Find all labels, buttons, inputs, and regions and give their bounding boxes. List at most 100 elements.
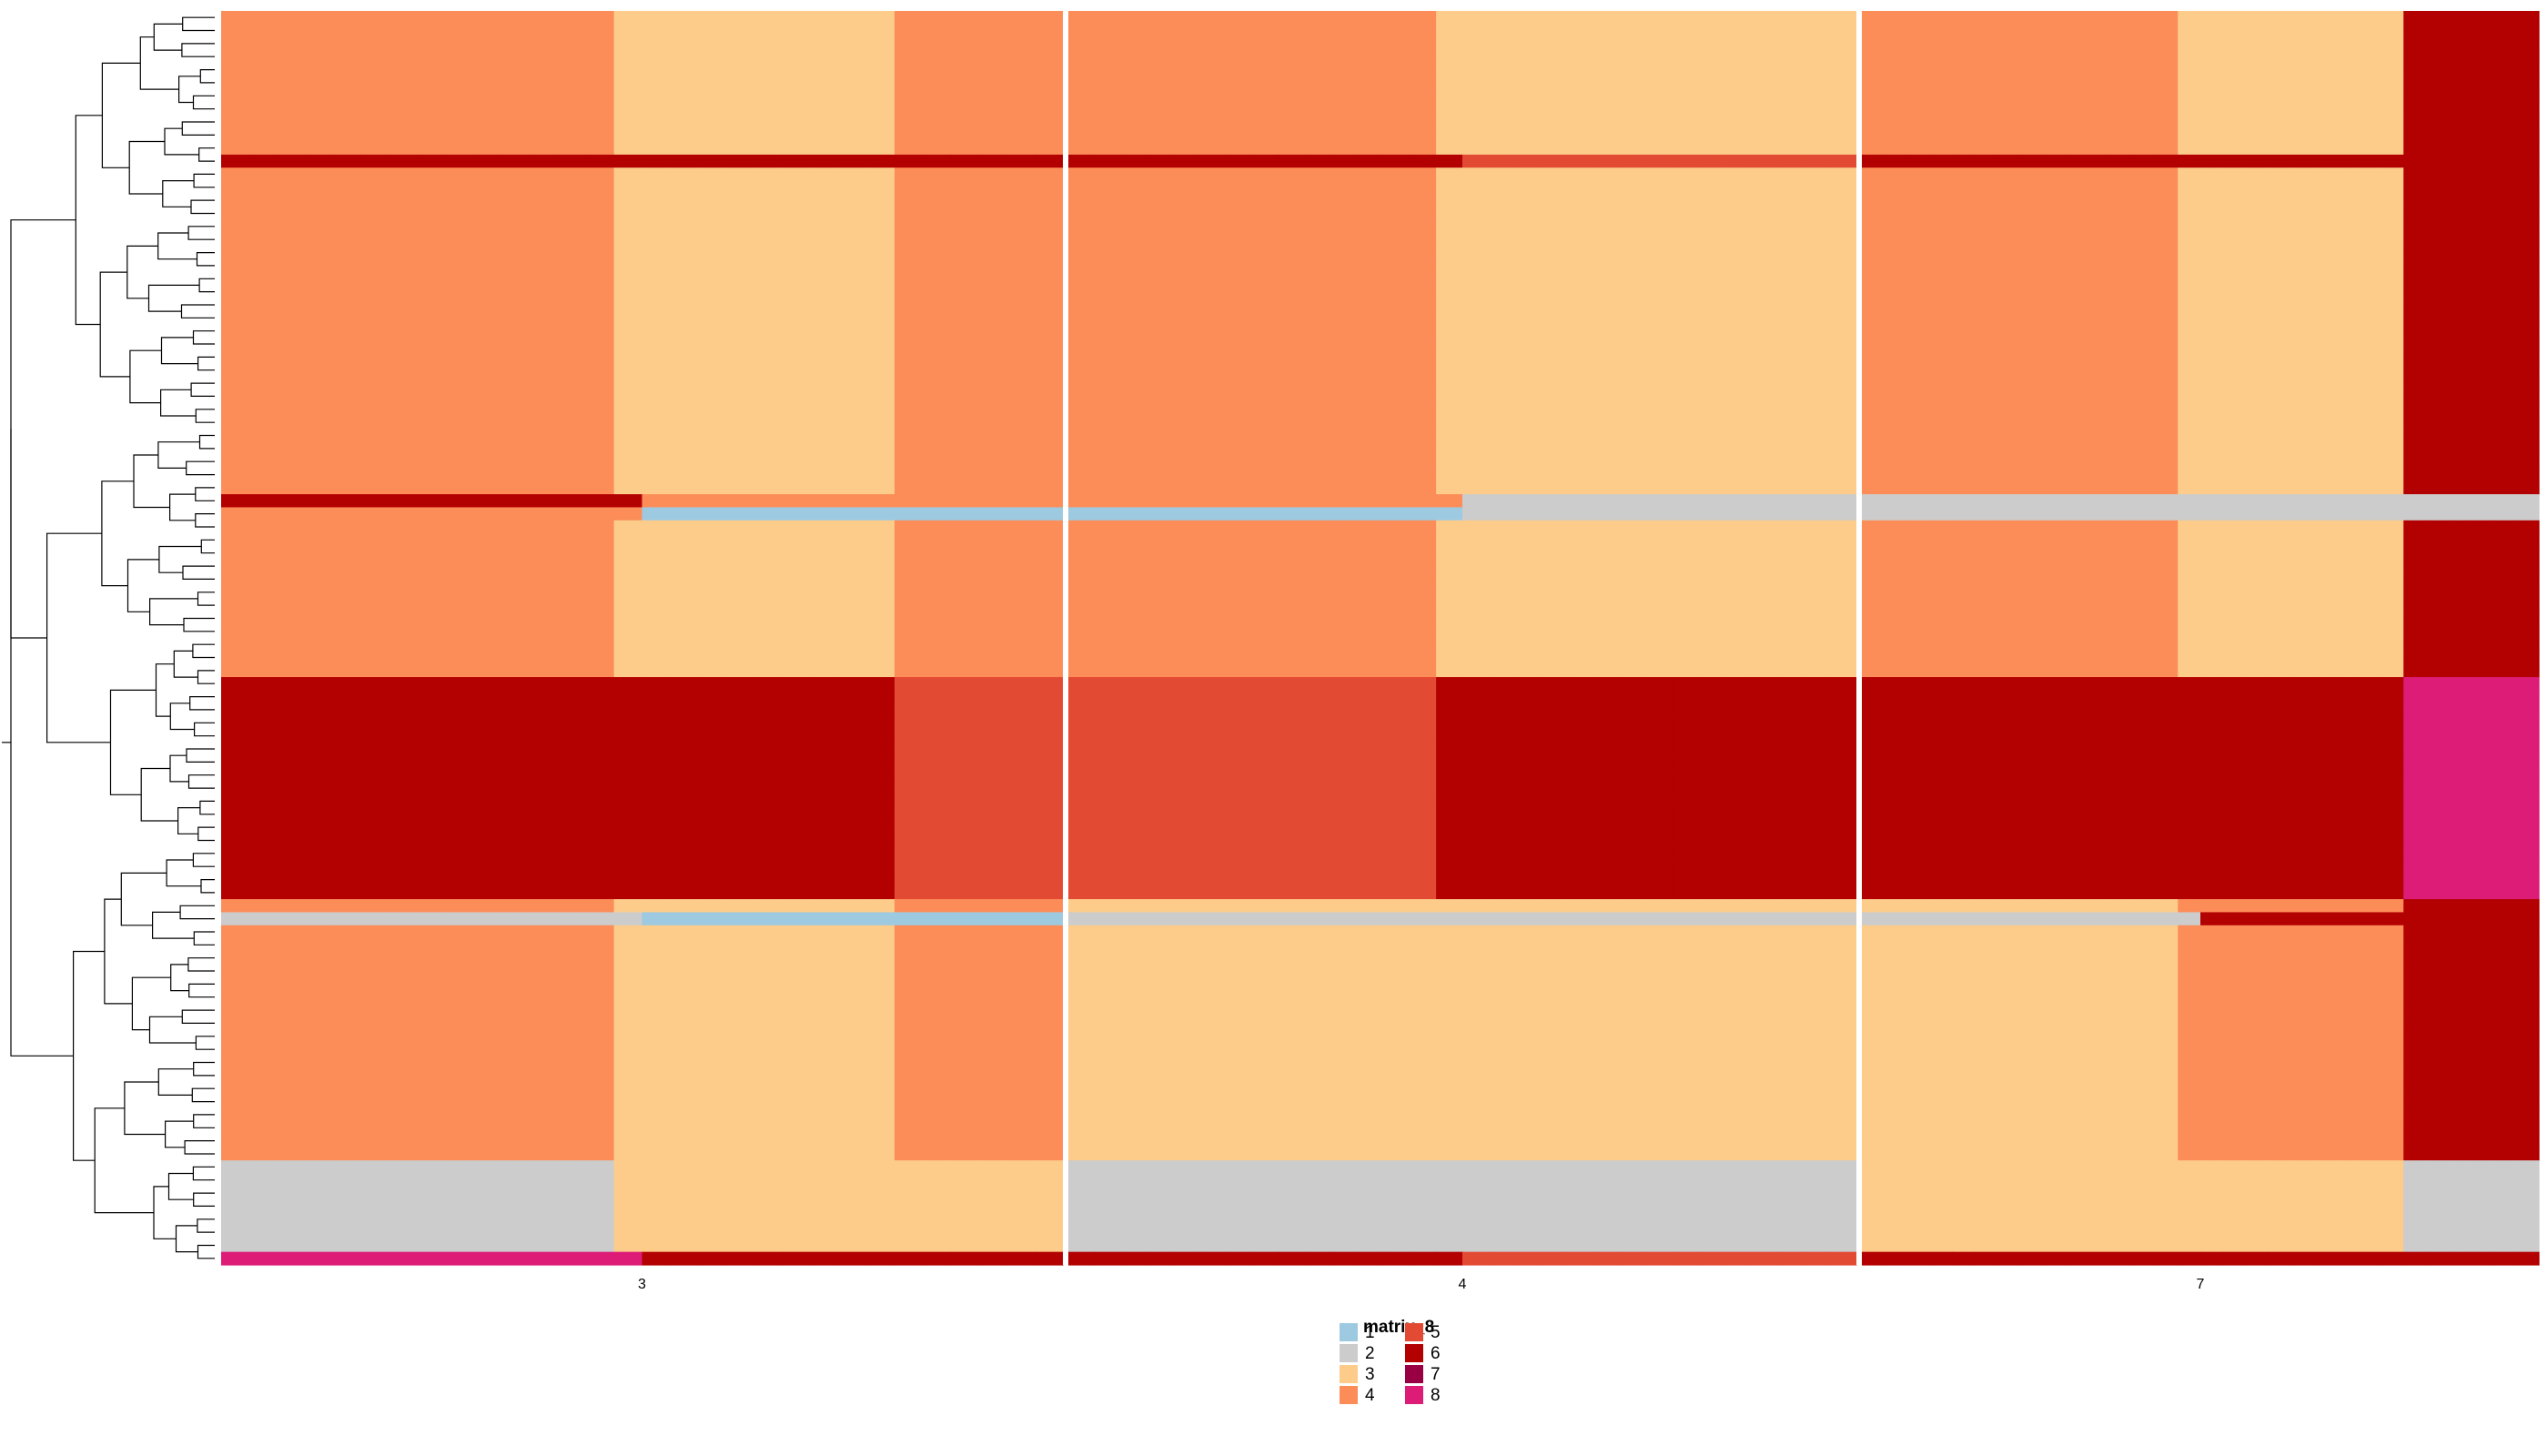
heatmap-cell	[445, 624, 475, 639]
heatmap-cell	[1646, 807, 1673, 822]
heatmap-cell	[895, 873, 924, 887]
heatmap-cell	[389, 233, 419, 247]
heatmap-cell	[1514, 311, 1542, 326]
heatmap-cell	[445, 193, 475, 207]
heatmap-cell	[698, 925, 727, 939]
heatmap-cell	[221, 76, 250, 90]
heatmap-cell	[1383, 716, 1410, 731]
heatmap-cell	[1646, 337, 1673, 351]
heatmap-cell	[1357, 755, 1384, 770]
heatmap-cell	[1330, 794, 1359, 809]
heatmap-cell	[1006, 1003, 1036, 1017]
heatmap-cell	[1488, 520, 1516, 534]
heatmap-cell	[1094, 612, 1122, 626]
heatmap-cell	[810, 663, 839, 678]
heatmap-cell	[221, 402, 250, 417]
heatmap-cell	[585, 233, 615, 247]
heatmap-cell	[1278, 716, 1306, 731]
heatmap-cell	[305, 598, 334, 612]
heatmap-cell	[726, 311, 755, 326]
heatmap-cell	[1383, 128, 1410, 143]
heatmap-cell	[1751, 651, 1778, 665]
heatmap-cell	[670, 363, 699, 378]
heatmap-cell	[1804, 846, 1831, 861]
heatmap-cell	[473, 585, 502, 600]
heatmap-cell	[473, 964, 502, 978]
heatmap-cell	[305, 703, 334, 717]
heatmap-cell	[1383, 233, 1410, 247]
heatmap-cell	[1541, 298, 1569, 312]
heatmap-cell	[1120, 885, 1148, 900]
heatmap-cell	[895, 794, 924, 809]
heatmap-cell	[417, 638, 447, 652]
dendrogram-branch	[101, 480, 134, 587]
heatmap-cell	[726, 651, 755, 665]
heatmap-cell	[978, 1186, 1007, 1200]
heatmap-cell	[1035, 885, 1064, 900]
heatmap-cell	[698, 219, 727, 234]
heatmap-cell	[1173, 873, 1200, 887]
heatmap-cell	[895, 572, 924, 587]
heatmap-cell	[1514, 846, 1542, 861]
heatmap-cell	[501, 873, 531, 887]
heatmap-cell	[530, 533, 559, 548]
heatmap-cell	[389, 1212, 419, 1227]
heatmap-cell	[1199, 402, 1227, 417]
heatmap-cell	[248, 781, 278, 795]
heatmap-cell	[698, 1068, 727, 1083]
heatmap-cell	[389, 1003, 419, 1017]
heatmap-cell	[389, 533, 419, 548]
heatmap-cell	[305, 1212, 334, 1227]
heatmap-cell	[333, 167, 362, 182]
heatmap-cell	[1330, 834, 1359, 848]
heatmap-cell	[810, 141, 839, 156]
heatmap-cell	[950, 324, 980, 339]
heatmap-cell	[221, 258, 250, 273]
heatmap-cell	[1006, 768, 1036, 783]
heatmap-cell	[473, 1239, 502, 1253]
heatmap-cell	[1147, 76, 1175, 90]
heatmap-cell	[1304, 141, 1332, 156]
heatmap-cell	[1330, 690, 1359, 704]
heatmap-cell	[613, 24, 643, 38]
heatmap-cell	[221, 559, 250, 573]
heatmap-cell	[838, 846, 867, 861]
heatmap-cell	[950, 337, 980, 351]
heatmap-cell	[585, 860, 615, 874]
heatmap-cell	[445, 415, 475, 430]
heatmap-cell	[361, 768, 390, 783]
heatmap-cell	[1357, 389, 1384, 404]
heatmap-cell	[1646, 585, 1673, 600]
heatmap-cell	[1199, 154, 1227, 168]
heatmap-cell	[1199, 298, 1227, 312]
heatmap-cell	[1304, 677, 1332, 692]
heatmap-cell	[1147, 559, 1175, 573]
heatmap-cell	[1120, 363, 1148, 378]
heatmap-cell	[530, 1147, 559, 1161]
heatmap-cell	[221, 480, 250, 495]
heatmap-cell	[417, 1016, 447, 1031]
heatmap-cell	[753, 76, 784, 90]
heatmap-cell	[726, 402, 755, 417]
heatmap-cell	[753, 1212, 784, 1227]
heatmap-cell	[895, 768, 924, 783]
heatmap-cell	[361, 415, 390, 430]
heatmap-cell	[417, 507, 447, 521]
heatmap-cell	[1278, 376, 1306, 390]
heatmap-cell	[1252, 768, 1279, 783]
heatmap-cell	[1804, 820, 1831, 834]
heatmap-cell	[1777, 11, 1805, 25]
heatmap-cell	[361, 50, 390, 65]
heatmap-cell	[305, 441, 334, 456]
heatmap-cell	[1173, 415, 1200, 430]
heatmap-cell	[1383, 703, 1410, 717]
heatmap-cell	[585, 429, 615, 443]
heatmap-cell	[978, 781, 1007, 795]
heatmap-cell	[782, 703, 812, 717]
heatmap-cell	[1777, 455, 1805, 469]
heatmap-cell	[1094, 742, 1122, 756]
heatmap-cell	[1567, 612, 1594, 626]
heatmap-cell	[1646, 298, 1673, 312]
heatmap-cell	[305, 389, 334, 404]
heatmap-cell	[361, 1082, 390, 1096]
